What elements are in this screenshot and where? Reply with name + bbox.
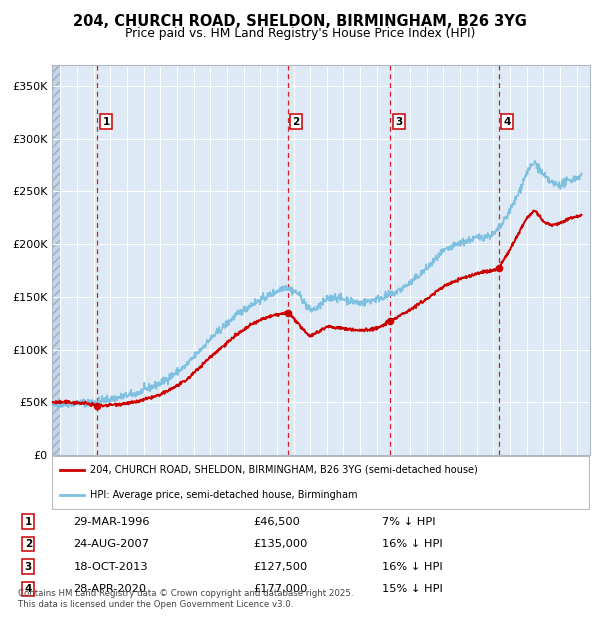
Text: £127,500: £127,500 [253, 562, 307, 572]
Text: £135,000: £135,000 [253, 539, 307, 549]
Text: £177,000: £177,000 [253, 584, 307, 594]
Text: 3: 3 [395, 117, 403, 126]
Text: 7% ↓ HPI: 7% ↓ HPI [382, 516, 436, 527]
FancyBboxPatch shape [52, 456, 589, 509]
Text: Price paid vs. HM Land Registry's House Price Index (HPI): Price paid vs. HM Land Registry's House … [125, 27, 475, 40]
Text: 204, CHURCH ROAD, SHELDON, BIRMINGHAM, B26 3YG (semi-detached house): 204, CHURCH ROAD, SHELDON, BIRMINGHAM, B… [89, 465, 478, 475]
Text: 24-AUG-2007: 24-AUG-2007 [74, 539, 149, 549]
Text: 1: 1 [25, 516, 32, 527]
Text: Contains HM Land Registry data © Crown copyright and database right 2025.
This d: Contains HM Land Registry data © Crown c… [18, 590, 353, 609]
Text: 4: 4 [25, 584, 32, 594]
Text: 18-OCT-2013: 18-OCT-2013 [74, 562, 148, 572]
Text: £46,500: £46,500 [253, 516, 300, 527]
Text: 3: 3 [25, 562, 32, 572]
Text: 16% ↓ HPI: 16% ↓ HPI [382, 562, 443, 572]
Text: 28-APR-2020: 28-APR-2020 [74, 584, 147, 594]
Text: 4: 4 [504, 117, 511, 126]
Text: 1: 1 [103, 117, 110, 126]
Text: 15% ↓ HPI: 15% ↓ HPI [382, 584, 443, 594]
Text: HPI: Average price, semi-detached house, Birmingham: HPI: Average price, semi-detached house,… [89, 490, 357, 500]
Text: 29-MAR-1996: 29-MAR-1996 [74, 516, 150, 527]
Text: 16% ↓ HPI: 16% ↓ HPI [382, 539, 443, 549]
Text: 2: 2 [293, 117, 300, 126]
Text: 2: 2 [25, 539, 32, 549]
Text: 204, CHURCH ROAD, SHELDON, BIRMINGHAM, B26 3YG: 204, CHURCH ROAD, SHELDON, BIRMINGHAM, B… [73, 14, 527, 29]
